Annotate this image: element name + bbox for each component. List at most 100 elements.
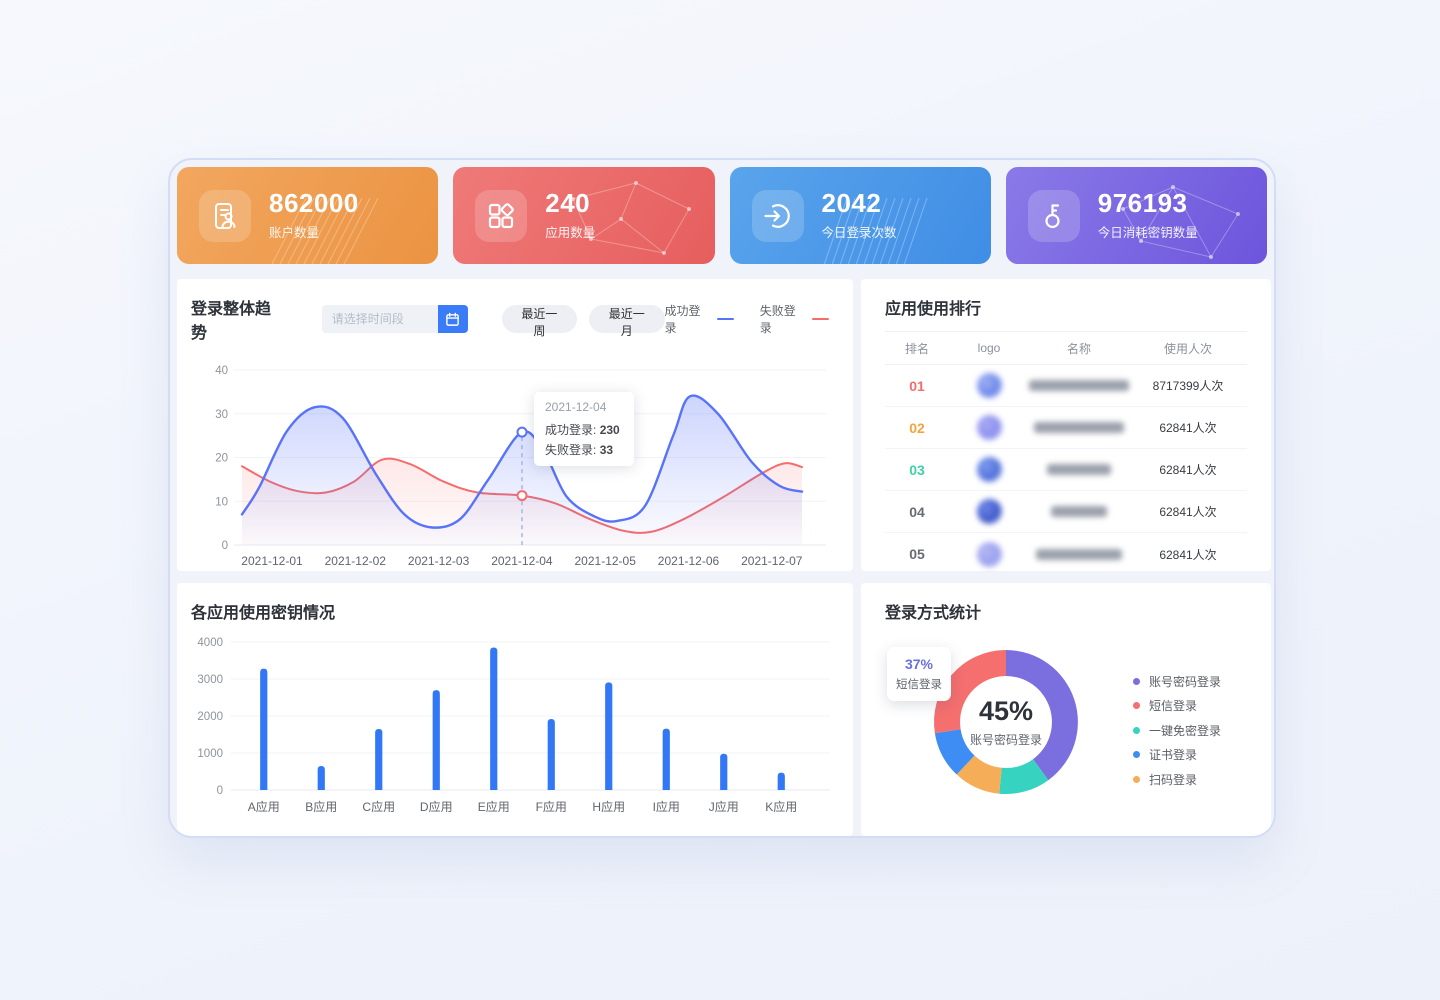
stat-card-apps: 240 应用数量	[453, 167, 715, 264]
donut-segment-扫码登录[interactable]	[956, 755, 1002, 794]
bar-chart-canvas: 0 1000 2000 3000 4000 A应用 B应用 C应用 D应用 E应用 F应用 H应用 I应…	[197, 637, 830, 814]
x-tick-label: D应用	[420, 799, 453, 814]
app-logo-blurred	[949, 499, 1029, 524]
x-tick-label: 2021-12-03	[408, 554, 470, 568]
y-tick-label: 0	[217, 785, 223, 797]
app-logo-blurred	[949, 373, 1029, 398]
y-tick-label: 20	[215, 453, 228, 465]
legend-label: 证书登录	[1149, 748, 1198, 763]
dashboard: 862000 账户数量 240 应用数量	[168, 158, 1276, 838]
bar-D应用[interactable]	[432, 690, 440, 790]
bar-C应用[interactable]	[375, 728, 383, 790]
column-header-排名: 排名	[904, 341, 929, 356]
trend-legend: 成功登录 失败登录	[665, 302, 835, 336]
stat-card-text: 240 应用数量	[545, 190, 595, 241]
panel-login-methods: 登录方式统计 45% 账号密码登录 37% 短信登录 账号密码登录 短信登录 一键免…	[861, 583, 1271, 836]
legend-item-success[interactable]: 成功登录	[665, 302, 734, 336]
x-tick-label: H应用	[592, 799, 625, 814]
legend-line-swatch	[717, 318, 734, 320]
bar-K应用[interactable]	[777, 772, 785, 790]
y-tick-label: 0	[222, 540, 228, 552]
apps-grid-icon	[475, 189, 528, 242]
app-name-blurred	[1029, 464, 1129, 475]
tooltip-success-row: 成功登录: 230	[545, 423, 620, 438]
panel-app-keys: 各应用使用密钥情况 0 1000 2000 3000 4000 A应用 B应用 C应用 D应用 E…	[177, 583, 853, 836]
y-tick-label: 2000	[197, 711, 223, 723]
ranking-row-03: 03 62841人次	[885, 449, 1247, 491]
legend-label: 账号密码登录	[1149, 674, 1222, 689]
x-tick-label: J应用	[709, 799, 739, 814]
legend-item-扫码登录[interactable]: 扫码登录	[1133, 767, 1221, 792]
bar-J应用[interactable]	[720, 753, 728, 790]
panel-title: 应用使用排行	[885, 301, 982, 318]
ranking-table: 排名 logo 名称 使用人次 01 8717399人次 02 62841人次 03 62841…	[885, 331, 1247, 575]
app-name-blurred	[1029, 548, 1129, 560]
line-chart: 0 10 20 30 40 2021-12-01 2021-12-02 2021-12-03 2…	[191, 349, 835, 580]
donut-tooltip-label: 短信登录	[896, 679, 942, 691]
rank-number: 05	[909, 546, 925, 562]
y-tick-label: 10	[215, 496, 228, 508]
app-name-blurred	[1029, 506, 1129, 517]
range-button-week[interactable]: 最近一周	[501, 305, 578, 338]
stat-value: 976193	[1097, 188, 1188, 218]
panel-login-trend: 登录整体趋势 最近一周 最近一月 成功登录	[177, 279, 853, 571]
stat-card-text: 2042 今日登录次数	[822, 190, 897, 241]
stat-card-logins: 2042 今日登录次数	[729, 167, 991, 264]
stat-label: 应用数量	[545, 226, 596, 240]
rank-number: 01	[909, 377, 925, 394]
bar-B应用[interactable]	[317, 765, 325, 790]
donut-chart: 45% 账号密码登录 37% 短信登录 账号密码登录 短信登录 一键免密登录 证书登录…	[885, 627, 1247, 831]
donut-legend: 账号密码登录短信登录 一键免密登录证书登录扫码登录	[1133, 669, 1221, 792]
legend-item-证书登录[interactable]: 证书登录	[1133, 743, 1221, 768]
account-document-icon	[199, 189, 251, 242]
donut-segment-账号密码登录[interactable]	[1006, 650, 1078, 781]
date-range-input[interactable]	[321, 305, 438, 333]
calendar-button[interactable]	[437, 305, 468, 333]
rank-number: 03	[909, 461, 925, 478]
marker-point-success[interactable]	[516, 426, 528, 438]
ranking-row-05: 05 62841人次	[885, 533, 1247, 575]
bar-I应用[interactable]	[662, 728, 670, 790]
stat-value: 240	[545, 188, 591, 218]
stat-card-accounts: 862000 账户数量	[177, 167, 439, 264]
bar-A应用[interactable]	[260, 668, 268, 790]
stat-label: 今日登录次数	[821, 226, 897, 240]
app-name-blurred	[1029, 380, 1129, 391]
x-tick-label: A应用	[248, 799, 280, 814]
legend-line-swatch	[812, 318, 829, 320]
trend-header: 登录整体趋势 最近一周 最近一月 成功登录	[191, 295, 835, 343]
stat-label: 今日消耗密钥数量	[1097, 226, 1198, 240]
donut-tooltip-value: 37%	[904, 656, 934, 672]
app-logo-blurred	[949, 415, 1029, 440]
usage-count: 62841人次	[1159, 547, 1217, 562]
app-logo-blurred	[949, 541, 1029, 567]
rank-number: 02	[909, 419, 925, 436]
stat-card-keys-consumed: 976193 今日消耗密钥数量	[1005, 167, 1267, 264]
donut-segment-短信登录[interactable]	[934, 650, 1006, 734]
x-tick-label: K应用	[765, 799, 797, 814]
panel-title: 登录整体趋势	[191, 301, 272, 342]
legend-item-fail[interactable]: 失败登录	[760, 302, 829, 336]
range-button-month[interactable]: 最近一月	[589, 305, 665, 338]
bar-H应用[interactable]	[605, 682, 613, 790]
legend-item-一键免密登录[interactable]: 一键免密登录	[1133, 718, 1221, 743]
line-chart-canvas: 0 10 20 30 40 2021-12-01 2021-12-02 2021-12-03 2…	[215, 365, 826, 568]
legend-item-短信登录[interactable]: 短信登录	[1133, 694, 1221, 719]
usage-count: 8717399人次	[1152, 379, 1224, 393]
key-icon	[1027, 189, 1080, 242]
donut-segment-一键免密登录[interactable]	[999, 759, 1049, 795]
column-header-名称: 名称	[1066, 341, 1091, 356]
bar-E应用[interactable]	[490, 647, 498, 790]
y-tick-label: 4000	[197, 637, 223, 649]
bar-F应用[interactable]	[547, 718, 555, 790]
marker-point-fail[interactable]	[516, 490, 528, 502]
x-tick-label: I应用	[653, 799, 680, 814]
x-tick-label: F应用	[536, 799, 567, 814]
legend-item-账号密码登录[interactable]: 账号密码登录	[1133, 669, 1221, 694]
legend-dot	[1133, 677, 1140, 685]
donut-segment-证书登录[interactable]	[934, 729, 975, 775]
y-tick-label: 3000	[197, 674, 223, 686]
ranking-table-header: 排名 logo 名称 使用人次	[885, 331, 1247, 365]
legend-dot	[1133, 775, 1140, 783]
ranking-row-04: 04 62841人次	[885, 491, 1247, 533]
